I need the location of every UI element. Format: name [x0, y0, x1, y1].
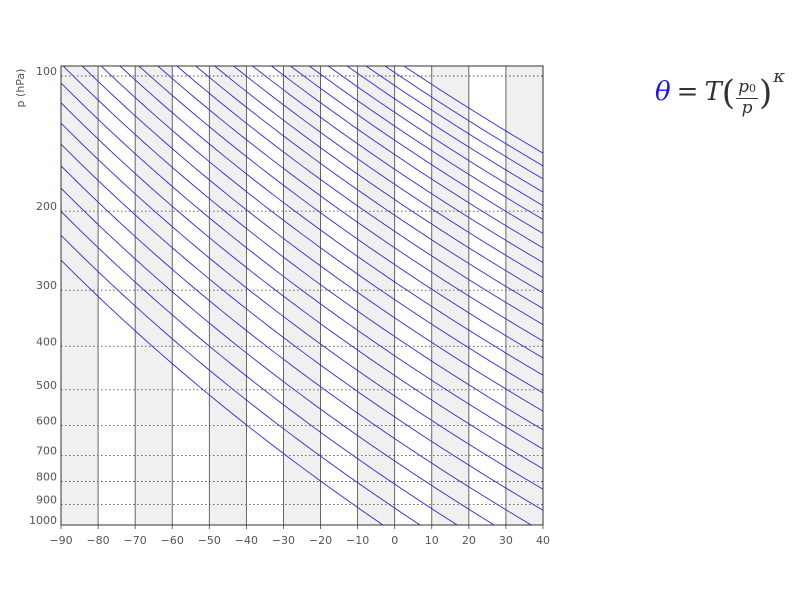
isentrope-line	[61, 187, 495, 525]
x-tick-label: −90	[49, 534, 72, 547]
x-tick-label: −10	[346, 534, 369, 547]
x-tick-label: 30	[499, 534, 513, 547]
temperature-band	[61, 66, 99, 525]
isentrope-line	[100, 66, 543, 394]
isentrope-line	[61, 259, 384, 525]
isentrope-line	[61, 122, 543, 490]
temperature-gridlines	[97, 66, 507, 525]
x-tick-label: 0	[391, 534, 398, 547]
isentrope-line	[271, 66, 543, 249]
isentrope-line	[403, 66, 543, 154]
formula-fraction: p0 p	[736, 78, 758, 118]
isentrope-line	[138, 66, 543, 359]
isentrope-line	[119, 66, 543, 376]
x-tick-label: −50	[198, 534, 221, 547]
temperature-band	[283, 66, 321, 525]
y-tick-label: 200	[36, 200, 57, 213]
x-axis-ticks: −90 −80 −70 −60 −50 −40 −30 −20 −10 0 10 20 30 40	[49, 525, 550, 547]
y-tick-label: 100	[36, 65, 57, 78]
potential-temperature-formula: θ = T(p0 p)κ	[655, 66, 785, 118]
y-tick-label: 400	[36, 335, 57, 348]
isentrope-line	[61, 210, 458, 525]
x-tick-label: 10	[425, 534, 439, 547]
isentrope-line	[233, 66, 543, 279]
formula-exponent: κ	[773, 66, 786, 87]
isentrope-line	[176, 66, 543, 326]
formula-numerator: p	[738, 77, 749, 97]
isentrope-line	[157, 66, 543, 342]
isentrope-line	[252, 66, 543, 264]
temperature-band	[135, 66, 173, 525]
isentrope-line	[81, 66, 543, 412]
isentrope-line	[309, 66, 543, 220]
isentrope-line	[61, 82, 543, 450]
formula-equals: =	[676, 77, 699, 107]
isentrope-line	[346, 66, 543, 193]
isentrope-line	[384, 66, 543, 167]
y-axis-label: p (hPa)	[14, 69, 27, 108]
isentrope-line	[195, 66, 543, 310]
theta-symbol: θ	[655, 77, 671, 107]
y-tick-label: 900	[36, 493, 57, 506]
x-tick-label: −30	[272, 534, 295, 547]
x-tick-label: −40	[235, 534, 258, 547]
isentrope-line	[61, 102, 543, 470]
isentrope-line	[62, 66, 543, 431]
plot-frame	[60, 65, 544, 526]
isentrope-line	[214, 66, 543, 294]
y-axis-ticks: 100 200 300 400 500 600 700 800 900 1000	[29, 65, 57, 527]
isentrope-line	[61, 234, 421, 525]
y-tick-label: 600	[36, 414, 57, 427]
formula-numerator-subscript: 0	[748, 82, 756, 95]
isentrope-line	[327, 66, 543, 207]
isentrope-line	[61, 165, 532, 525]
formula-denominator: p	[741, 98, 753, 118]
x-tick-label: −20	[309, 534, 332, 547]
isentrope-line	[290, 66, 543, 235]
temperature-band	[505, 66, 543, 525]
formula-temperature: T	[704, 77, 722, 107]
x-tick-label: 20	[462, 534, 476, 547]
x-tick-label: −80	[86, 534, 109, 547]
x-tick-label: 40	[536, 534, 550, 547]
y-tick-label: 300	[36, 279, 57, 292]
x-tick-label: −70	[124, 534, 147, 547]
isentrope-line	[61, 143, 543, 511]
isentrope-lines	[61, 66, 543, 525]
y-tick-label: 500	[36, 379, 57, 392]
temperature-band	[431, 66, 469, 525]
isentrope-line	[365, 66, 543, 180]
y-tick-label: 800	[36, 470, 57, 483]
y-tick-label: 1000	[29, 514, 57, 527]
formula-open-paren: (	[721, 73, 736, 113]
x-tick-label: −60	[161, 534, 184, 547]
formula-close-paren: )	[758, 73, 773, 113]
temperature-band	[209, 66, 247, 525]
y-tick-label: 700	[36, 444, 57, 457]
